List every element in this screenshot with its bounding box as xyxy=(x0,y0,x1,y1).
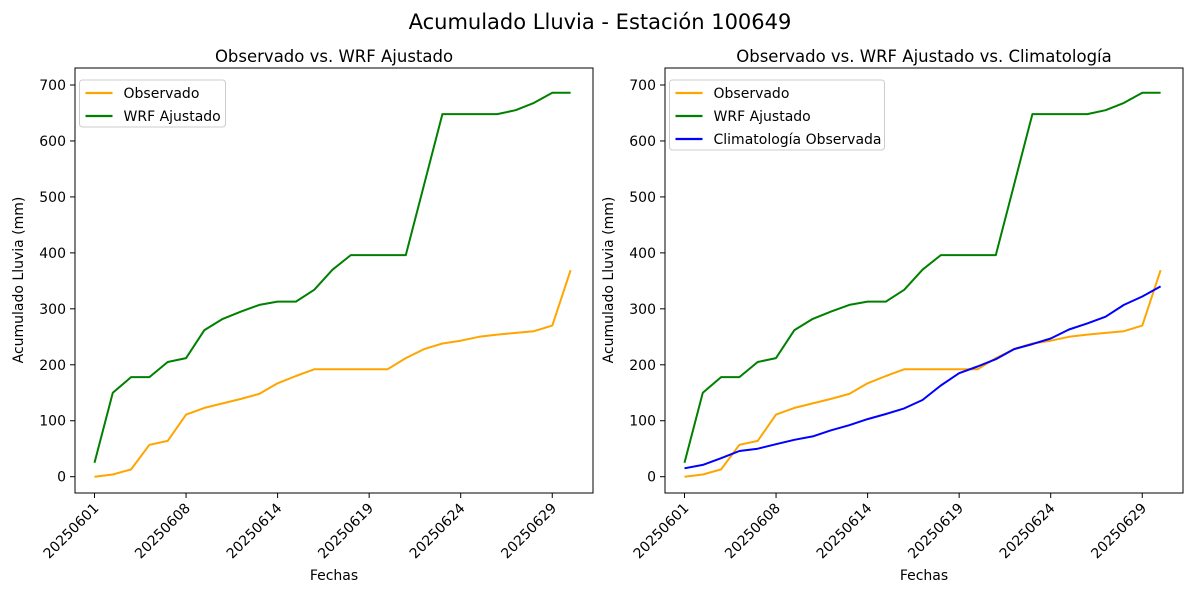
legend-label: Climatología Observada xyxy=(714,132,882,148)
y-tick-label: 200 xyxy=(39,358,66,374)
y-tick-label: 300 xyxy=(629,302,656,318)
axes-frame xyxy=(664,67,1184,494)
y-tick-label: 400 xyxy=(39,246,66,262)
x-tick-label: 20250624 xyxy=(407,500,469,562)
legend: Observado WRF Ajustado Climatología Observ… xyxy=(669,79,885,151)
legend-box xyxy=(669,79,885,151)
y-axis-label: Acumulado Lluvia (mm) xyxy=(601,197,617,364)
figure-title: Acumulado Lluvia - Estación 100649 xyxy=(408,10,792,34)
x-axis-label: Fechas xyxy=(900,568,948,584)
right-chart: Observado vs. WRF Ajustado vs. Climatolo… xyxy=(601,47,1184,584)
y-tick-label: 600 xyxy=(629,134,656,150)
series-line-observado xyxy=(94,269,572,478)
x-tick-label: 20250619 xyxy=(315,501,377,563)
y-tick-label: 0 xyxy=(57,470,66,486)
legend-label: Observado xyxy=(124,86,200,102)
x-tick-label: 20250614 xyxy=(814,500,876,562)
series-line-observado xyxy=(684,269,1162,478)
axes-frame xyxy=(74,67,594,494)
y-tick-label: 100 xyxy=(629,414,656,430)
x-tick-label: 20250608 xyxy=(722,501,784,563)
legend-box xyxy=(79,79,226,128)
left-chart: Observado vs. WRF Ajustado Fechas Acumulad… xyxy=(11,47,594,584)
x-tick-label: 20250619 xyxy=(905,501,967,563)
y-tick-label: 500 xyxy=(629,190,656,206)
x-tick-label: 20250629 xyxy=(1088,501,1150,563)
chart-title: Observado vs. WRF Ajustado xyxy=(215,47,453,66)
legend-label: Observado xyxy=(714,86,790,102)
y-tick-label: 100 xyxy=(39,414,66,430)
y-tick-label: 600 xyxy=(39,134,66,150)
y-tick-label: 300 xyxy=(39,302,66,318)
y-axis-label: Acumulado Lluvia (mm) xyxy=(11,197,27,364)
x-tick-label: 20250601 xyxy=(41,501,103,563)
y-tick-label: 700 xyxy=(629,78,656,94)
y-tick-label: 0 xyxy=(647,470,656,486)
y-tick-label: 200 xyxy=(629,358,656,374)
legend: Observado WRF Ajustado xyxy=(79,79,226,128)
x-tick-label: 20250614 xyxy=(224,500,286,562)
x-tick-label: 20250601 xyxy=(631,501,693,563)
x-tick-label: 20250624 xyxy=(997,500,1059,562)
x-tick-label: 20250608 xyxy=(132,501,194,563)
x-axis-label: Fechas xyxy=(310,568,358,584)
y-tick-label: 700 xyxy=(39,78,66,94)
legend-label: WRF Ajustado xyxy=(124,109,221,125)
y-tick-label: 400 xyxy=(629,246,656,262)
series-line-climatolog-a-observada xyxy=(684,285,1162,470)
chart-title: Observado vs. WRF Ajustado vs. Climatolo… xyxy=(736,47,1112,66)
series-line-wrf-ajustado xyxy=(93,91,571,463)
legend-label: WRF Ajustado xyxy=(714,109,811,125)
x-tick-label: 20250629 xyxy=(498,501,560,563)
y-tick-label: 500 xyxy=(39,190,66,206)
series-line-wrf-ajustado xyxy=(683,91,1161,463)
